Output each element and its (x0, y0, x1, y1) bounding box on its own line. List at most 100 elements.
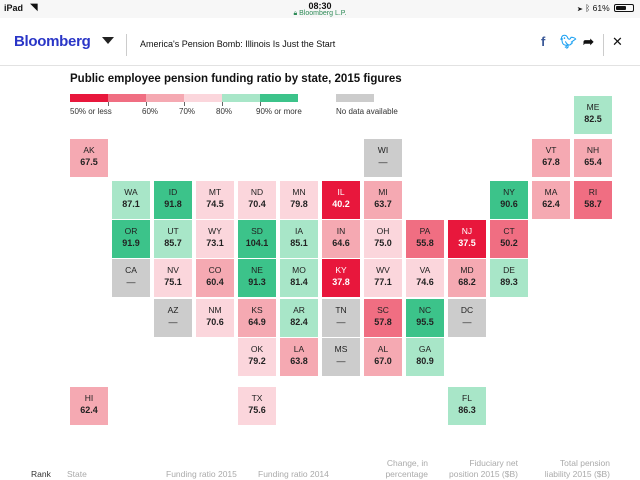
battery-icon (614, 4, 634, 12)
state-tile-nv[interactable]: NV 75.1 (154, 259, 192, 297)
state-tile-wy[interactable]: WY 73.1 (196, 220, 234, 258)
state-tile-tx[interactable]: TX 75.6 (238, 387, 276, 425)
state-tile-la[interactable]: LA 63.8 (280, 338, 318, 376)
state-tile-ks[interactable]: KS 64.9 (238, 299, 276, 337)
state-tile-dc[interactable]: DC — (448, 299, 486, 337)
state-tile-nj[interactable]: NJ 37.5 (448, 220, 486, 258)
state-tile-va[interactable]: VA 74.6 (406, 259, 444, 297)
state-tile-ne[interactable]: NE 91.3 (238, 259, 276, 297)
state-tile-az[interactable]: AZ — (154, 299, 192, 337)
state-abbr: IN (336, 226, 346, 236)
state-value: 68.2 (458, 277, 476, 287)
state-abbr: RI (588, 187, 598, 197)
state-tile-me[interactable]: ME 82.5 (574, 96, 612, 134)
legend-label: 70% (179, 107, 196, 116)
legend-swatch (108, 94, 146, 102)
address-bar[interactable]: 🔒︎ Bloomberg L.P. (0, 10, 640, 18)
clock: 08:30 (308, 1, 332, 11)
legend-swatch (146, 94, 184, 102)
state-tile-md[interactable]: MD 68.2 (448, 259, 486, 297)
state-tile-nd[interactable]: ND 70.4 (238, 181, 276, 219)
state-tile-mn[interactable]: MN 79.8 (280, 181, 318, 219)
state-tile-ia[interactable]: IA 85.1 (280, 220, 318, 258)
legend-label: 90% or more (256, 107, 302, 116)
state-tile-ky[interactable]: KY 37.8 (322, 259, 360, 297)
state-tile-co[interactable]: CO 60.4 (196, 259, 234, 297)
state-tile-nm[interactable]: NM 70.6 (196, 299, 234, 337)
state-value: 67.0 (374, 356, 392, 366)
state-tile-ct[interactable]: CT 50.2 (490, 220, 528, 258)
state-tile-ak[interactable]: AK 67.5 (70, 139, 108, 177)
state-tile-ny[interactable]: NY 90.6 (490, 181, 528, 219)
col-state[interactable]: State (67, 469, 87, 479)
state-value: 64.9 (248, 317, 266, 327)
state-tile-ut[interactable]: UT 85.7 (154, 220, 192, 258)
state-tile-nc[interactable]: NC 95.5 (406, 299, 444, 337)
state-tile-or[interactable]: OR 91.9 (112, 220, 150, 258)
state-tile-wv[interactable]: WV 77.1 (364, 259, 402, 297)
twitter-icon[interactable]: 🐦︎ (560, 34, 577, 49)
state-value: 85.7 (164, 238, 182, 248)
status-right: ➤ ᛒ 61% (578, 3, 634, 13)
lock-icon: 🔒︎ (293, 10, 298, 17)
state-tile-tn[interactable]: TN — (322, 299, 360, 337)
state-tile-wi[interactable]: WI — (364, 139, 402, 177)
state-tile-sd[interactable]: SD 104.1 (238, 220, 276, 258)
state-abbr: MO (292, 265, 306, 275)
state-tile-sc[interactable]: SC 57.8 (364, 299, 402, 337)
state-tile-in[interactable]: IN 64.6 (322, 220, 360, 258)
state-tile-ar[interactable]: AR 82.4 (280, 299, 318, 337)
legend-no-data-label: No data available (336, 107, 398, 116)
state-tile-ma[interactable]: MA 62.4 (532, 181, 570, 219)
state-value: 67.5 (80, 157, 98, 167)
state-tile-ga[interactable]: GA 80.9 (406, 338, 444, 376)
state-tile-nh[interactable]: NH 65.4 (574, 139, 612, 177)
bloomberg-logo[interactable]: Bloomberg (14, 33, 91, 50)
state-abbr: MN (292, 187, 306, 197)
col-liability[interactable]: Total pension liability 2015 ($B) (544, 458, 610, 479)
col-ratio-2015[interactable]: Funding ratio 2015 (166, 469, 237, 479)
state-tile-mo[interactable]: MO 81.4 (280, 259, 318, 297)
state-tile-mi[interactable]: MI 63.7 (364, 181, 402, 219)
state-tile-de[interactable]: DE 89.3 (490, 259, 528, 297)
state-tile-id[interactable]: ID 91.8 (154, 181, 192, 219)
legend-tick (260, 102, 261, 106)
state-tile-il[interactable]: IL 40.2 (322, 181, 360, 219)
state-abbr: HI (84, 393, 94, 403)
state-tile-fl[interactable]: FL 86.3 (448, 387, 486, 425)
menu-caret-icon[interactable] (102, 37, 114, 44)
legend-tick (184, 102, 185, 106)
col-rank[interactable]: Rank (31, 469, 51, 479)
share-icon[interactable]: ➦ (583, 34, 594, 49)
col-fiduciary[interactable]: Fiduciary net position 2015 ($B) (449, 458, 518, 479)
state-abbr: NJ (461, 226, 473, 236)
state-tile-mt[interactable]: MT 74.5 (196, 181, 234, 219)
state-tile-ri[interactable]: RI 58.7 (574, 181, 612, 219)
state-value: 91.9 (122, 238, 140, 248)
state-value: 37.8 (332, 277, 350, 287)
state-abbr: ME (586, 102, 600, 112)
state-tile-oh[interactable]: OH 75.0 (364, 220, 402, 258)
state-value: — (336, 356, 346, 366)
facebook-icon[interactable]: f (541, 34, 546, 49)
close-icon[interactable]: ✕ (612, 34, 623, 49)
state-tile-vt[interactable]: VT 67.8 (532, 139, 570, 177)
state-tile-ms[interactable]: MS — (322, 338, 360, 376)
state-tile-wa[interactable]: WA 87.1 (112, 181, 150, 219)
state-abbr: AR (293, 305, 305, 315)
state-abbr: WY (208, 226, 222, 236)
state-value: 37.5 (458, 238, 476, 248)
col-change[interactable]: Change, in percentage points (385, 458, 428, 479)
state-abbr: WV (376, 265, 390, 275)
state-abbr: NE (251, 265, 263, 275)
state-abbr: MA (544, 187, 558, 197)
state-tile-hi[interactable]: HI 62.4 (70, 387, 108, 425)
state-tile-ok[interactable]: OK 79.2 (238, 338, 276, 376)
site-name: Bloomberg L.P. (299, 10, 347, 17)
col-ratio-2014[interactable]: Funding ratio 2014 (258, 469, 329, 479)
state-tile-al[interactable]: AL 67.0 (364, 338, 402, 376)
state-tile-pa[interactable]: PA 55.8 (406, 220, 444, 258)
legend-swatch (260, 94, 298, 102)
state-tile-ca[interactable]: CA — (112, 259, 150, 297)
state-value: 81.4 (290, 277, 308, 287)
